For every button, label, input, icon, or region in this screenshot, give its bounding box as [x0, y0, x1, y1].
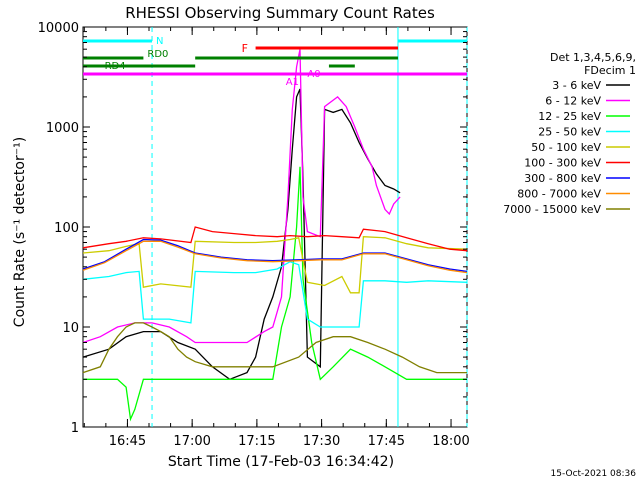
- series-line: [82, 322, 467, 374]
- y-tick-label: 10: [62, 321, 79, 336]
- attenuator-label: A0: [307, 69, 320, 80]
- y-tick-label: 1000: [46, 121, 79, 136]
- x-tick-label: 17:30: [303, 434, 340, 449]
- series-line: [82, 88, 401, 381]
- legend-label: 300 - 800 keV: [524, 172, 601, 185]
- series-line: [82, 238, 468, 273]
- legend-label: 25 - 50 keV: [538, 126, 601, 139]
- attenuator-label: N: [156, 36, 163, 47]
- legend-label: 800 - 7000 keV: [517, 188, 601, 201]
- timestamp: 15-Oct-2021 08:36: [551, 469, 637, 479]
- x-tick-label: 16:45: [109, 434, 146, 449]
- legend-label: 50 - 100 keV: [531, 141, 601, 154]
- legend: Det 1,3,4,5,6,9,FDecim 1 3 - 6 keV 6 - 12 …: [503, 51, 636, 216]
- x-tick-label: 17:45: [368, 434, 405, 449]
- attenuator-label: RD0: [147, 49, 168, 60]
- series-line: [82, 49, 401, 344]
- series-line: [82, 260, 468, 328]
- series-line: [83, 166, 467, 422]
- chart-title: RHESSI Observing Summary Count Rates: [125, 4, 435, 22]
- y-tick-label: 100: [54, 221, 79, 236]
- attenuator-label: F: [242, 42, 248, 55]
- legend-label: 6 - 12 keV: [545, 95, 601, 108]
- attenuator-label: A1: [286, 77, 299, 88]
- series-line: [82, 226, 468, 252]
- y-tick-label: 10000: [38, 21, 79, 36]
- x-tick-label: 18:00: [432, 434, 469, 449]
- x-tick-label: 17:15: [238, 434, 275, 449]
- y-axis-label: Count Rate (s⁻¹ detector⁻¹): [12, 137, 28, 327]
- series-line: [82, 240, 468, 274]
- legend-title: Det 1,3,4,5,6,9,: [550, 51, 636, 64]
- y-tick-label: 1: [71, 421, 79, 436]
- legend-label: 7000 - 15000 keV: [503, 203, 601, 216]
- series-layer: [82, 49, 468, 422]
- axis-ticks: 1 10 100 1000 10000 16:45 17:00 17:15 17:30 17:45…: [38, 21, 470, 449]
- x-tick-label: 17:00: [173, 434, 210, 449]
- legend-label: 12 - 25 keV: [538, 110, 601, 123]
- series-line: [82, 236, 468, 294]
- legend-label: 100 - 300 keV: [524, 157, 601, 170]
- legend-label: 3 - 6 keV: [552, 79, 601, 92]
- legend-title: FDecim 1: [584, 64, 636, 77]
- attenuator-bars: N F RD0 RD4 A1 A0: [83, 36, 467, 88]
- x-axis-label: Start Time (17-Feb-03 16:34:42): [168, 454, 394, 470]
- attenuator-label: RD4: [105, 61, 126, 72]
